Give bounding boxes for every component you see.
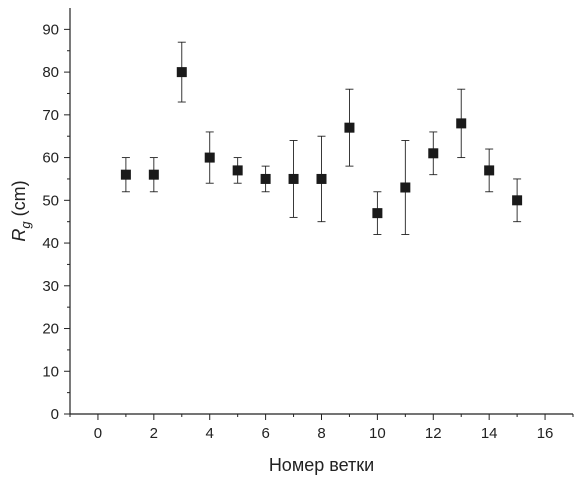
- data-point-marker: [512, 195, 523, 206]
- data-point-marker: [120, 169, 131, 180]
- data-point-marker: [148, 169, 159, 180]
- data-point-marker: [232, 165, 243, 176]
- x-tick-label: 10: [369, 425, 386, 442]
- y-axis-title-symbol: R: [9, 229, 29, 242]
- y-axis: 0 10 20 30 40 50 60 70 80 90: [42, 21, 70, 423]
- x-axis: 0 2 4 6 8 10 12 14 16: [69, 414, 574, 442]
- data-markers: [120, 67, 523, 219]
- data-point-marker: [372, 208, 383, 219]
- data-point-marker: [428, 148, 439, 159]
- y-tick-label: 10: [42, 363, 59, 380]
- data-point-marker: [316, 173, 327, 184]
- y-tick-label: 30: [42, 278, 59, 295]
- y-axis-title-unit: (cm): [9, 180, 29, 221]
- data-point-marker: [260, 173, 271, 184]
- x-tick-label: 16: [537, 425, 554, 442]
- data-point-marker: [288, 173, 299, 184]
- x-axis-title: Номер ветки: [269, 455, 374, 475]
- data-point-marker: [176, 67, 187, 78]
- data-point-marker: [344, 122, 355, 133]
- x-tick-label: 2: [150, 425, 158, 442]
- y-axis-title: Rg (cm): [9, 180, 33, 241]
- y-tick-label: 70: [42, 107, 59, 124]
- x-tick-label: 0: [94, 425, 102, 442]
- data-point-marker: [204, 152, 215, 163]
- x-tick-label: 4: [206, 425, 214, 442]
- data-point-marker: [456, 118, 467, 129]
- x-tick-label: 12: [425, 425, 442, 442]
- y-tick-label: 80: [42, 64, 59, 81]
- y-tick-label: 0: [51, 406, 59, 423]
- y-axis-title-subscript: g: [18, 221, 33, 229]
- y-tick-label: 40: [42, 235, 59, 252]
- error-bars: [121, 41, 522, 235]
- y-tick-label: 60: [42, 150, 59, 167]
- y-tick-label: 90: [42, 21, 59, 38]
- data-point-marker: [484, 165, 495, 176]
- y-tick-label: 20: [42, 321, 59, 338]
- x-tick-label: 8: [317, 425, 325, 442]
- x-tick-label: 6: [261, 425, 269, 442]
- y-tick-label: 50: [42, 192, 59, 209]
- data-point-marker: [400, 182, 411, 193]
- x-tick-label: 14: [481, 425, 498, 442]
